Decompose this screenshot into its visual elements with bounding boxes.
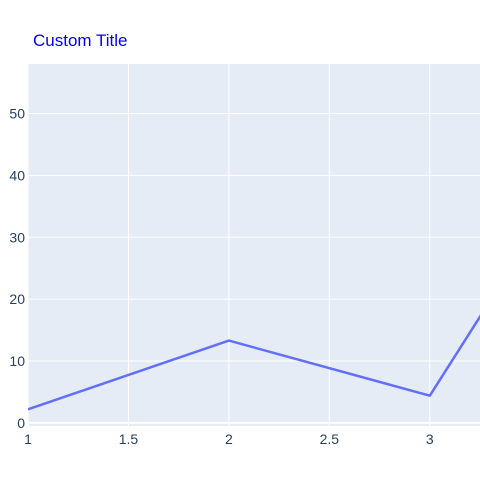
series-line	[28, 314, 480, 411]
y-tick-label: 20	[9, 291, 25, 307]
x-tick-label: 1	[24, 431, 32, 447]
x-tick-label: 1.5	[119, 431, 139, 447]
plot-background	[28, 64, 480, 426]
x-tick-label: 2.5	[320, 431, 340, 447]
y-tick-label: 40	[9, 167, 25, 183]
y-tick-label: 30	[9, 229, 25, 245]
y-tick-label: 0	[17, 415, 25, 431]
x-tick-label: 2	[225, 431, 233, 447]
grid	[27, 64, 480, 426]
x-tick-label: 3	[426, 431, 434, 447]
chart-title: Custom Title	[33, 31, 127, 50]
y-tick-label: 50	[9, 106, 25, 122]
y-tick-label: 10	[9, 353, 25, 369]
series-layer	[28, 314, 480, 411]
